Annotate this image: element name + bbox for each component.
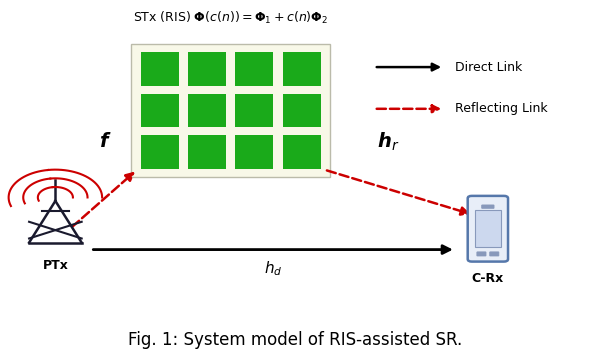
FancyBboxPatch shape [188, 135, 226, 169]
FancyBboxPatch shape [235, 52, 273, 86]
FancyBboxPatch shape [188, 93, 226, 127]
FancyBboxPatch shape [235, 135, 273, 169]
Text: $\boldsymbol{f}$: $\boldsymbol{f}$ [99, 132, 112, 151]
FancyBboxPatch shape [140, 135, 179, 169]
Text: C-Rx: C-Rx [472, 272, 504, 285]
FancyBboxPatch shape [188, 52, 226, 86]
FancyBboxPatch shape [235, 93, 273, 127]
FancyBboxPatch shape [468, 196, 508, 262]
Text: Direct Link: Direct Link [454, 61, 522, 74]
FancyBboxPatch shape [283, 93, 321, 127]
FancyBboxPatch shape [132, 45, 330, 177]
Text: Fig. 1: System model of RIS-assisted SR.: Fig. 1: System model of RIS-assisted SR. [128, 331, 462, 349]
Text: Reflecting Link: Reflecting Link [454, 102, 547, 115]
FancyBboxPatch shape [140, 93, 179, 127]
Text: STx (RIS) $\boldsymbol{\Phi}(c(n))=\boldsymbol{\Phi}_1+c(n)\boldsymbol{\Phi}_2$: STx (RIS) $\boldsymbol{\Phi}(c(n))=\bold… [133, 10, 328, 27]
FancyBboxPatch shape [490, 252, 499, 256]
FancyBboxPatch shape [283, 135, 321, 169]
FancyBboxPatch shape [477, 252, 486, 256]
Text: PTx: PTx [42, 259, 68, 272]
FancyBboxPatch shape [140, 52, 179, 86]
FancyBboxPatch shape [283, 52, 321, 86]
FancyBboxPatch shape [475, 210, 501, 247]
FancyBboxPatch shape [481, 205, 494, 209]
Text: $h_d$: $h_d$ [264, 259, 282, 278]
Text: $\boldsymbol{h}_r$: $\boldsymbol{h}_r$ [378, 131, 399, 153]
